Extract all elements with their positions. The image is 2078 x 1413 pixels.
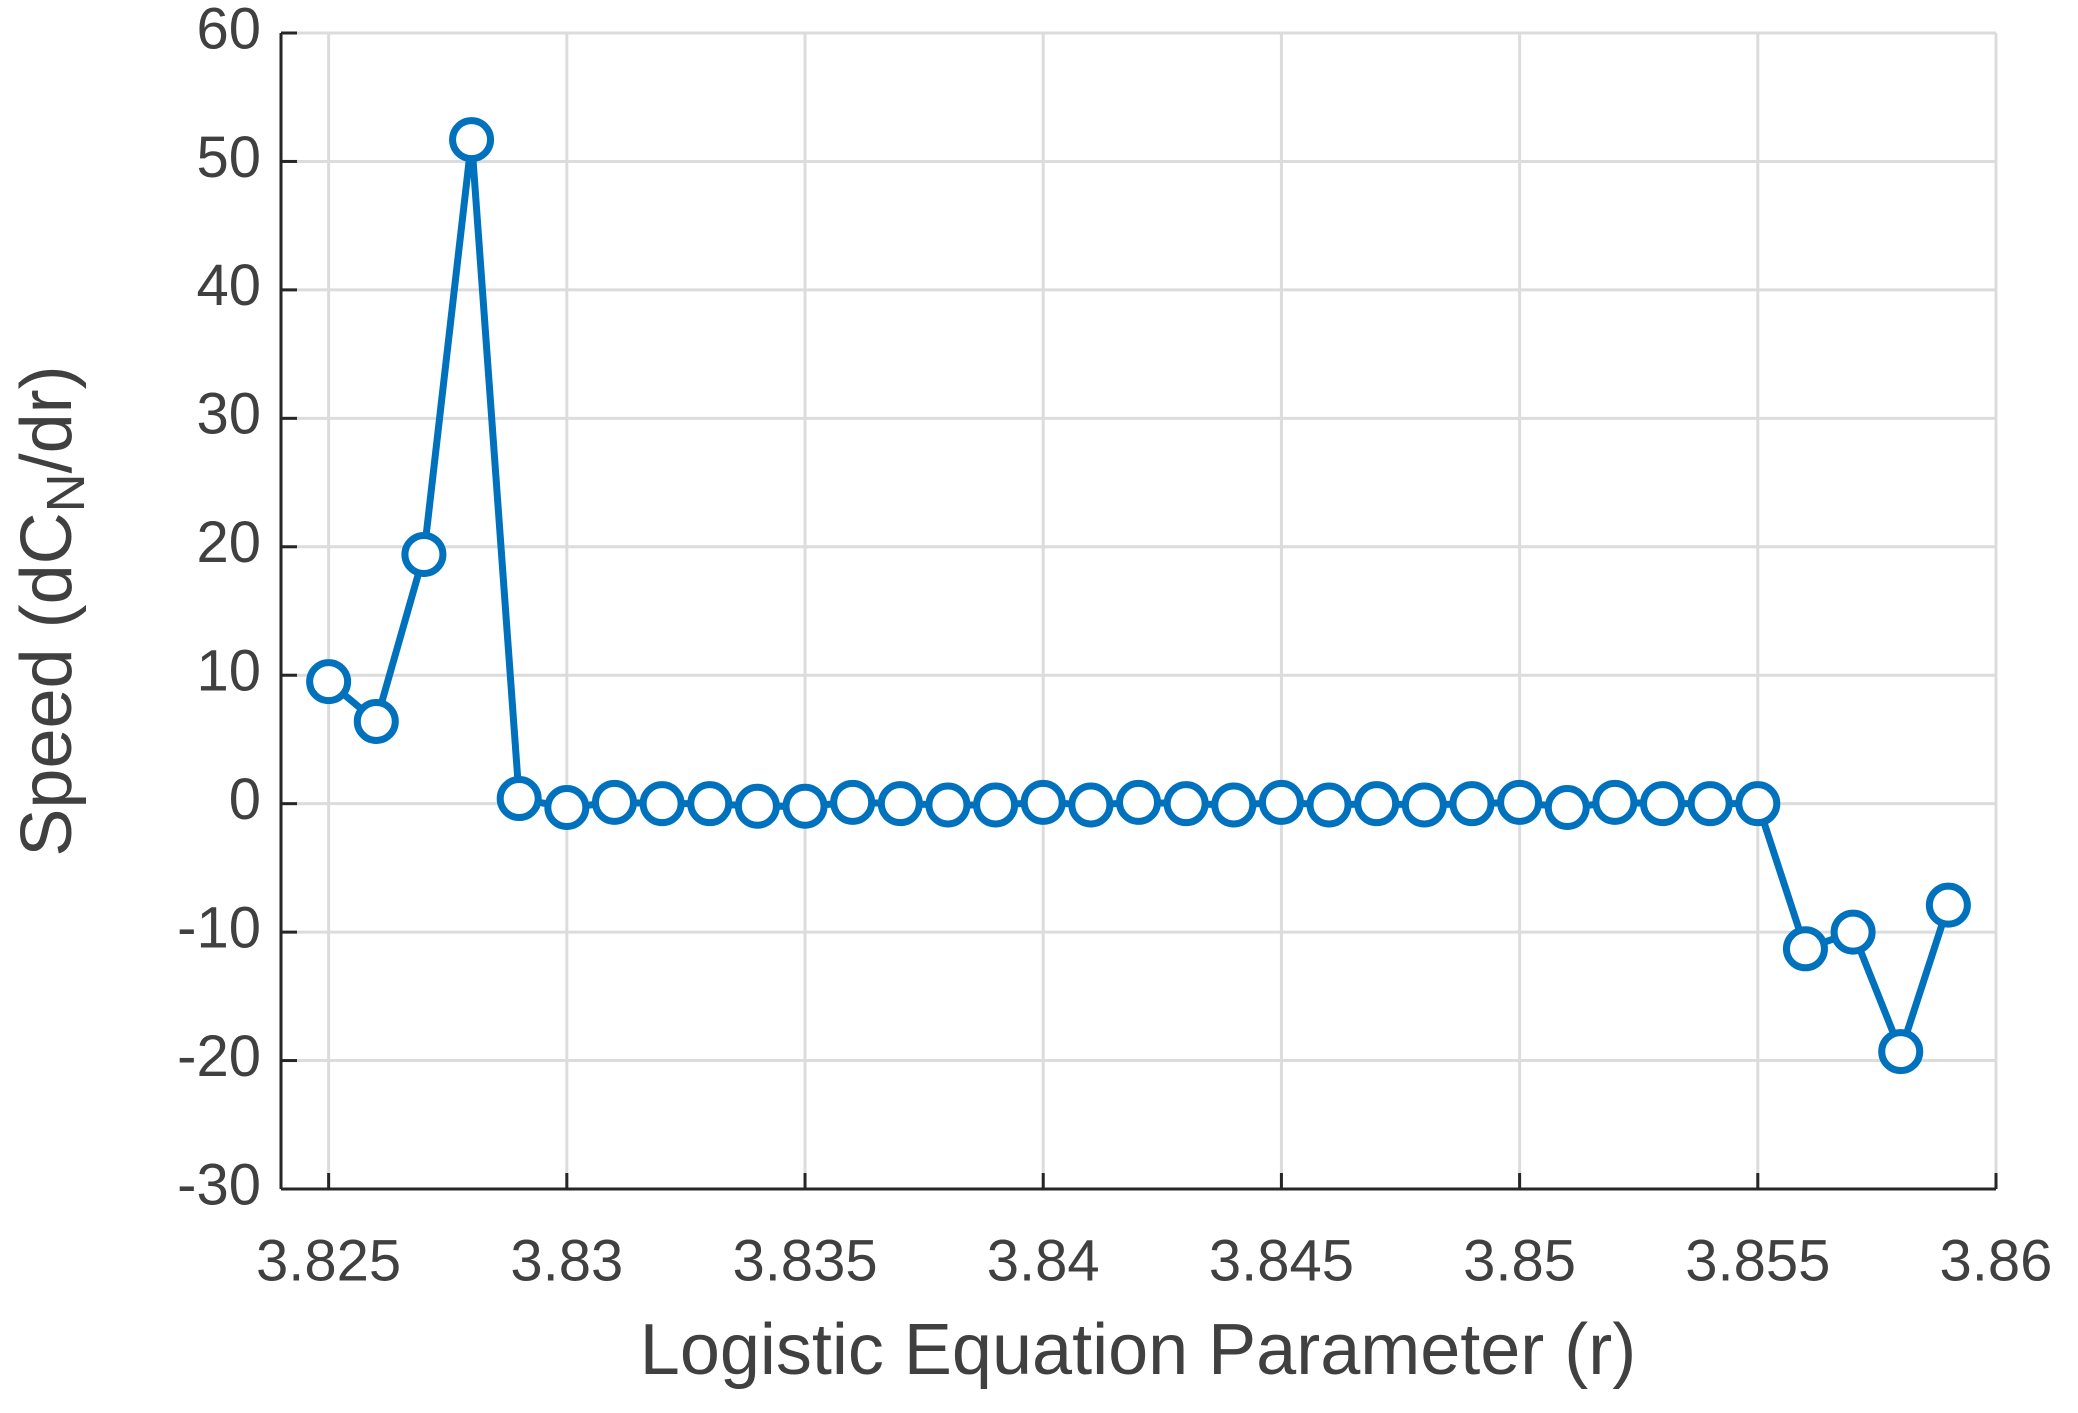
y-tick-label: 20: [196, 510, 261, 575]
marker: [353, 698, 399, 744]
y-tick-label: 60: [196, 0, 261, 61]
y-label-part: Speed (dC: [7, 512, 87, 856]
marker: [877, 781, 923, 827]
marker: [734, 783, 780, 829]
x-tick-label: 3.835: [732, 1228, 877, 1293]
x-axis-label: Logistic Equation Parameter (r): [640, 1310, 1636, 1390]
marker: [1925, 882, 1971, 928]
marker: [1401, 782, 1447, 828]
marker: [1116, 779, 1161, 825]
x-tick-label: 3.85: [1463, 1228, 1576, 1293]
marker: [591, 779, 637, 825]
marker: [1211, 782, 1257, 828]
marker: [496, 776, 542, 822]
y-tick-label: -20: [177, 1024, 261, 1089]
x-tick-label: 3.86: [1940, 1228, 2053, 1293]
marker: [687, 781, 733, 827]
marker: [830, 779, 876, 825]
y-label-part: /dr): [7, 365, 87, 473]
marker: [1449, 781, 1495, 827]
data-line: [326, 136, 1952, 1056]
marker: [782, 783, 828, 829]
marker: [544, 785, 590, 831]
x-tick-label: 3.845: [1209, 1228, 1354, 1293]
marker: [1068, 782, 1114, 828]
marker: [1735, 781, 1781, 827]
marker: [1354, 781, 1400, 827]
marker: [1020, 779, 1066, 825]
x-tick-label: 3.83: [510, 1228, 623, 1293]
marker: [1830, 909, 1876, 955]
y-tick-label: -10: [177, 895, 261, 960]
marker: [1687, 781, 1733, 827]
y-label-subscript: N: [36, 473, 96, 512]
y-tick-label: 10: [196, 639, 261, 704]
y-tick-label: 50: [196, 125, 261, 190]
marker: [1544, 785, 1590, 831]
y-tick-label: -30: [177, 1152, 261, 1217]
marker: [1878, 1029, 1924, 1075]
x-tick-label: 3.825: [256, 1228, 401, 1293]
marker: [973, 782, 1019, 828]
marker: [1163, 781, 1209, 827]
y-axis-label: Speed (dCN/dr): [7, 365, 96, 856]
marker: [1497, 779, 1543, 825]
marker: [1306, 782, 1352, 828]
marker: [306, 659, 352, 705]
marker: [1592, 779, 1638, 825]
marker: [925, 782, 971, 828]
marker: [1640, 781, 1686, 827]
marker: [401, 531, 447, 577]
y-tick-label: 0: [229, 767, 261, 832]
marker: [449, 117, 495, 163]
y-tick-label: 40: [196, 253, 261, 318]
y-tick-label: 30: [196, 382, 261, 447]
x-tick-label: 3.84: [987, 1228, 1100, 1293]
x-tick-label: 3.855: [1685, 1228, 1830, 1293]
marker: [639, 781, 685, 827]
marker: [1782, 926, 1828, 972]
marker: [1258, 779, 1304, 825]
